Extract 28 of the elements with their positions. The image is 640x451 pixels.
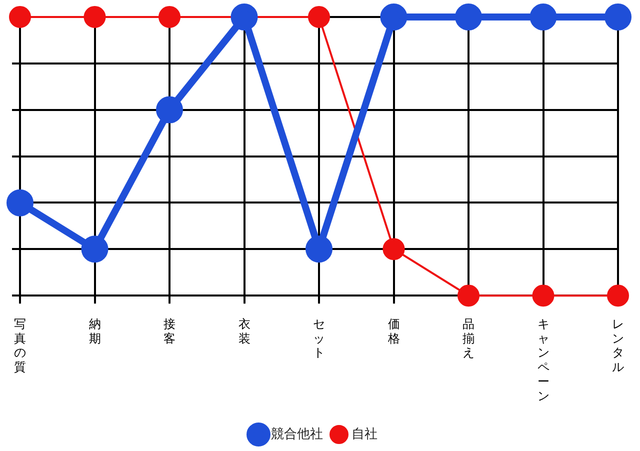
x-tick-label: 納期: [88, 316, 101, 346]
x-tick-label: 写真の質: [14, 316, 26, 374]
point: [158, 6, 180, 28]
point: [306, 236, 332, 263]
point: [9, 6, 31, 28]
point: [455, 4, 482, 30]
point: [156, 96, 183, 124]
point: [530, 4, 557, 30]
x-tick-label: 接客: [164, 316, 176, 346]
point: [81, 236, 108, 263]
x-tick-label: 価格: [386, 316, 400, 346]
x-tick-label: 衣装: [238, 316, 250, 346]
point: [532, 284, 554, 307]
x-tick-label: キャンペーン: [537, 316, 550, 403]
legend-label: 競合他社: [271, 426, 323, 442]
legend-label: 自社: [352, 426, 378, 442]
point: [230, 4, 258, 30]
point: [84, 6, 106, 28]
point: [380, 4, 408, 30]
x-tick-label: セット: [313, 316, 325, 360]
point: [604, 4, 632, 30]
point: [607, 284, 629, 307]
point: [458, 284, 480, 307]
x-tick-label: レンタル: [612, 316, 624, 374]
point: [382, 238, 405, 260]
x-tick-label: 品揃え: [462, 316, 474, 360]
point: [308, 6, 330, 28]
point: [6, 189, 34, 216]
